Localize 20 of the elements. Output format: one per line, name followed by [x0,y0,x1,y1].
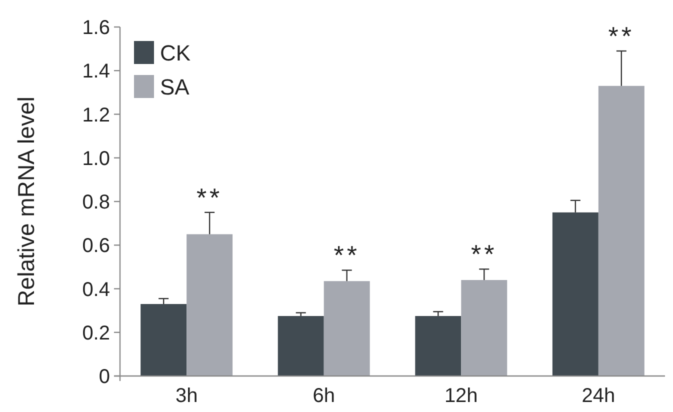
x-tick-label: 12h [444,385,478,407]
x-tick-label: 24h [582,385,616,407]
x-tick-label: 3h [175,385,198,407]
annotation: ** [608,20,635,51]
y-tick-label: 1.2 [82,104,110,126]
y-tick-label: 0.6 [82,235,110,258]
y-tick-label: 1.4 [82,60,110,83]
annotation: ** [196,182,223,212]
annotation: ** [334,240,360,270]
y-axis-title: Relative mRNA level [13,96,39,306]
annotation: ** [471,239,498,270]
y-tick-label: 1.6 [82,17,110,39]
y-tick-label: 0.2 [82,322,110,344]
y-tick-label: 1.0 [82,148,110,170]
x-tick-label: 6h [312,385,335,407]
y-tick-label: 0 [98,366,110,388]
legend-label: SA [160,74,190,100]
legend-label: CK [160,40,191,66]
y-tick-label: 0.4 [82,278,110,301]
y-tick-label: 0.8 [82,192,110,214]
